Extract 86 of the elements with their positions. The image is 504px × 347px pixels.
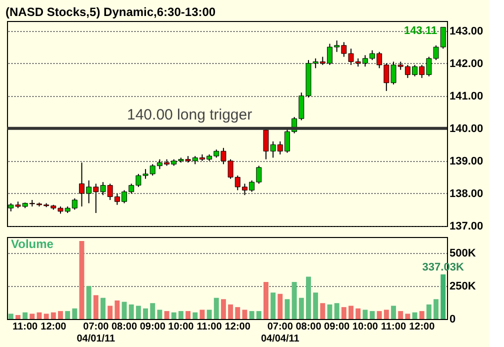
bar <box>58 311 63 319</box>
bar <box>334 303 340 319</box>
bar <box>114 300 120 319</box>
bar <box>391 306 396 319</box>
x-tick-label: 12:00 <box>40 322 67 332</box>
y-tick-label: 138.00 <box>450 188 484 200</box>
x-tick-label: 11:00 <box>196 322 222 332</box>
x-tick-label: 09:00 <box>140 322 166 332</box>
y-tick-label: 500K <box>450 247 476 260</box>
bar <box>320 303 326 319</box>
bar <box>192 312 198 319</box>
bar <box>50 312 56 319</box>
bar <box>398 311 404 319</box>
ref-line-label: 140.00 long trigger <box>127 106 252 124</box>
bar <box>136 306 141 319</box>
y-tick-label: 141.00 <box>450 90 484 102</box>
bar <box>228 304 234 319</box>
bar <box>200 310 205 319</box>
bar <box>79 240 84 319</box>
y-tick-label: 0 <box>450 314 456 326</box>
bar <box>263 282 268 319</box>
bar <box>72 308 78 319</box>
x-tick-label: 10:00 <box>168 322 194 332</box>
bar <box>341 307 346 319</box>
bar <box>356 308 361 319</box>
bar <box>30 314 35 319</box>
x-tick-label: 10:00 <box>352 322 378 332</box>
bar <box>164 311 170 319</box>
bar <box>108 306 113 319</box>
bar <box>122 302 127 319</box>
bar <box>256 311 262 319</box>
x-tick-label: 08:00 <box>111 322 138 332</box>
bar <box>93 295 98 319</box>
bar <box>306 276 311 319</box>
bar <box>384 310 389 319</box>
x-tick-label: 09:00 <box>324 322 350 332</box>
bar <box>235 307 240 319</box>
bar <box>313 292 318 319</box>
chart-title: (NASD Stocks,5) Dynamic,6:30-13:00 <box>6 5 216 19</box>
bar <box>100 298 106 319</box>
y-tick-label: 142.00 <box>450 58 484 70</box>
bar <box>44 314 49 319</box>
bar <box>22 312 28 319</box>
bar <box>16 315 20 319</box>
y-tick-label: 139.00 <box>450 155 484 168</box>
bar <box>214 298 219 319</box>
bar <box>220 299 226 319</box>
x-tick-label: 08:00 <box>296 322 322 332</box>
bar <box>370 311 375 319</box>
bar <box>178 311 184 319</box>
bar <box>348 306 354 319</box>
bar <box>292 282 297 319</box>
y-tick-label: 250K <box>450 280 476 292</box>
bar <box>327 304 332 319</box>
text: 143.11 <box>404 25 438 38</box>
bar <box>171 312 176 319</box>
x-tick-label: 11:00 <box>12 322 38 332</box>
bar <box>143 308 148 319</box>
bar <box>376 311 382 319</box>
y-tick-label: 143.00 <box>450 25 484 38</box>
bar <box>278 294 283 319</box>
bar <box>128 304 134 319</box>
chart-title: Volume <box>11 237 54 251</box>
bar <box>242 310 248 319</box>
x-tick-label: 11:00 <box>380 322 406 332</box>
bar <box>157 310 162 319</box>
bar <box>65 311 70 319</box>
x-tick-label: 12:00 <box>224 322 251 332</box>
bar <box>86 286 92 319</box>
y-tick-label: 137.00 <box>450 220 484 232</box>
bar <box>440 274 446 319</box>
bar <box>362 310 368 319</box>
bar <box>186 311 191 319</box>
bar <box>419 311 424 319</box>
bar <box>298 298 304 319</box>
bar <box>8 314 14 319</box>
bar <box>206 310 212 319</box>
y-tick-label: 140.00 <box>450 122 484 135</box>
bar <box>270 292 276 319</box>
bar <box>284 299 290 319</box>
x-tick-label: 12:00 <box>409 322 436 332</box>
bar <box>249 311 254 319</box>
bar <box>434 299 438 319</box>
bar <box>405 314 410 319</box>
bar <box>426 304 432 319</box>
bar <box>150 303 156 319</box>
